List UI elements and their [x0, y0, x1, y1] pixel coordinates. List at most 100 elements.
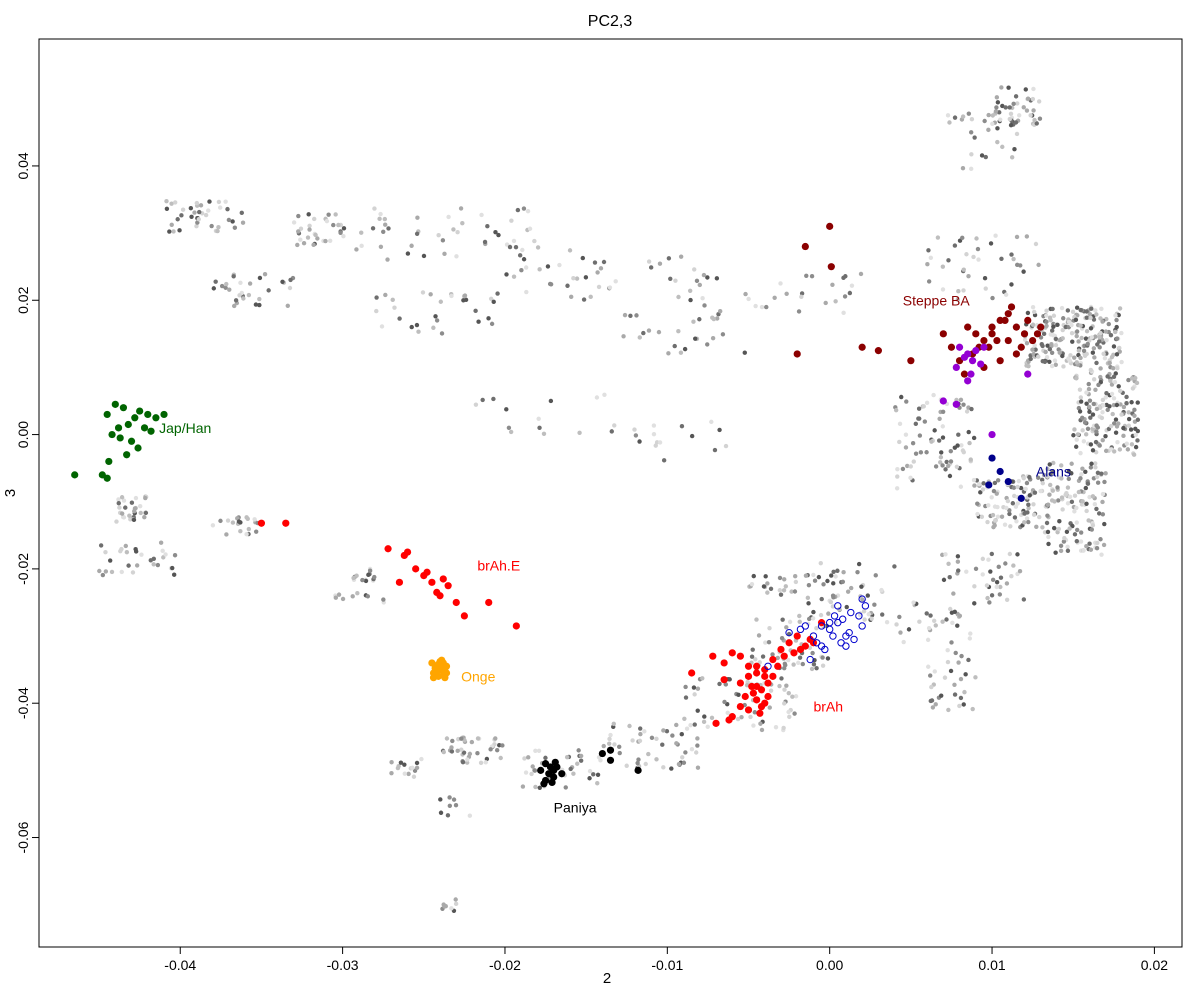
steppe-ba-purple-point: [968, 357, 977, 365]
background-point: [702, 714, 707, 719]
background-point: [1090, 523, 1096, 528]
background-point: [784, 683, 789, 688]
background-point: [188, 205, 194, 211]
background-point: [266, 288, 271, 293]
background-point: [363, 578, 369, 584]
background-point: [1034, 524, 1039, 530]
background-point: [1057, 350, 1062, 355]
background-point: [416, 329, 421, 334]
background-point: [723, 443, 729, 449]
background-point: [1015, 501, 1020, 506]
jap-han-point: [123, 451, 131, 459]
background-point: [797, 619, 802, 625]
background-point: [781, 725, 786, 731]
background-point: [765, 590, 770, 595]
background-point: [998, 584, 1003, 590]
background-point: [1080, 466, 1085, 471]
background-point: [1016, 478, 1022, 484]
background-point: [804, 273, 809, 278]
background-point: [872, 602, 877, 607]
background-point: [1076, 339, 1081, 344]
background-point: [751, 723, 756, 728]
background-point: [1084, 390, 1089, 395]
background-point: [649, 735, 655, 740]
background-point: [830, 282, 835, 287]
background-point: [673, 278, 678, 283]
background-point: [434, 318, 440, 323]
background-point: [1059, 476, 1064, 481]
steppe-ba-point: [1004, 336, 1012, 345]
background-point: [536, 416, 541, 421]
background-point: [702, 303, 707, 308]
background-point: [1053, 550, 1058, 555]
onge-point: [441, 667, 449, 675]
group-labels: Jap/Han Steppe BA Alans brAh.E Onge brAh Paniy…: [159, 292, 1071, 815]
background-point: [1067, 494, 1073, 500]
brah-open-point: [825, 625, 834, 634]
background-point: [945, 648, 950, 653]
brah-e-point: [452, 598, 460, 607]
background-point: [1024, 516, 1030, 521]
background-point: [223, 285, 228, 290]
background-point: [952, 243, 958, 248]
background-point: [1069, 471, 1074, 476]
background-point: [770, 652, 775, 657]
background-point: [695, 708, 700, 713]
background-point: [438, 299, 444, 304]
background-point: [651, 423, 657, 428]
background-point: [779, 635, 785, 641]
background-point: [1013, 504, 1019, 509]
steppe-ba-purple-point: [952, 400, 960, 408]
background-point: [123, 543, 128, 549]
background-point: [462, 293, 468, 298]
background-point: [681, 760, 687, 765]
background-point: [1093, 387, 1098, 393]
background-point: [578, 758, 584, 763]
background-point: [773, 725, 779, 730]
background-point: [944, 459, 949, 465]
background-point: [612, 423, 617, 428]
brah-open-point: [785, 628, 793, 637]
background-point: [1088, 547, 1094, 552]
background-point: [843, 274, 848, 279]
background-point: [664, 729, 670, 734]
jap-han-point: [71, 471, 79, 479]
background-point: [925, 262, 930, 267]
background-point: [331, 222, 336, 228]
background-point: [764, 304, 769, 310]
brah-e-point: [460, 612, 468, 620]
background-point: [811, 662, 817, 667]
background-point: [1087, 494, 1092, 500]
background-point: [1094, 312, 1099, 317]
background-point: [252, 517, 257, 522]
background-point: [778, 281, 783, 286]
background-point: [906, 627, 912, 632]
background-point: [179, 213, 184, 218]
background-point: [1133, 426, 1138, 432]
background-point: [940, 619, 945, 624]
background-point: [1009, 282, 1014, 287]
background-point: [859, 584, 864, 589]
brah-e-point: [257, 519, 266, 527]
background-point: [177, 228, 182, 233]
background-point: [1069, 499, 1075, 505]
steppe-ba-point: [826, 222, 834, 230]
background-point: [990, 512, 996, 518]
background-point: [1027, 493, 1033, 498]
background-point: [1098, 330, 1103, 336]
background-point: [431, 325, 436, 330]
background-point: [903, 445, 909, 450]
background-point: [956, 289, 961, 294]
background-point: [1003, 105, 1008, 110]
background-point: [192, 210, 197, 215]
background-point: [359, 230, 364, 235]
steppe-ba-point: [1020, 330, 1029, 338]
background-point: [638, 726, 643, 731]
background-point: [360, 577, 365, 583]
brah-open-point: [838, 615, 847, 623]
paniya-point: [558, 770, 566, 778]
background-point: [238, 280, 243, 285]
background-point: [988, 241, 994, 246]
background-point: [772, 295, 777, 301]
background-point: [826, 611, 831, 616]
